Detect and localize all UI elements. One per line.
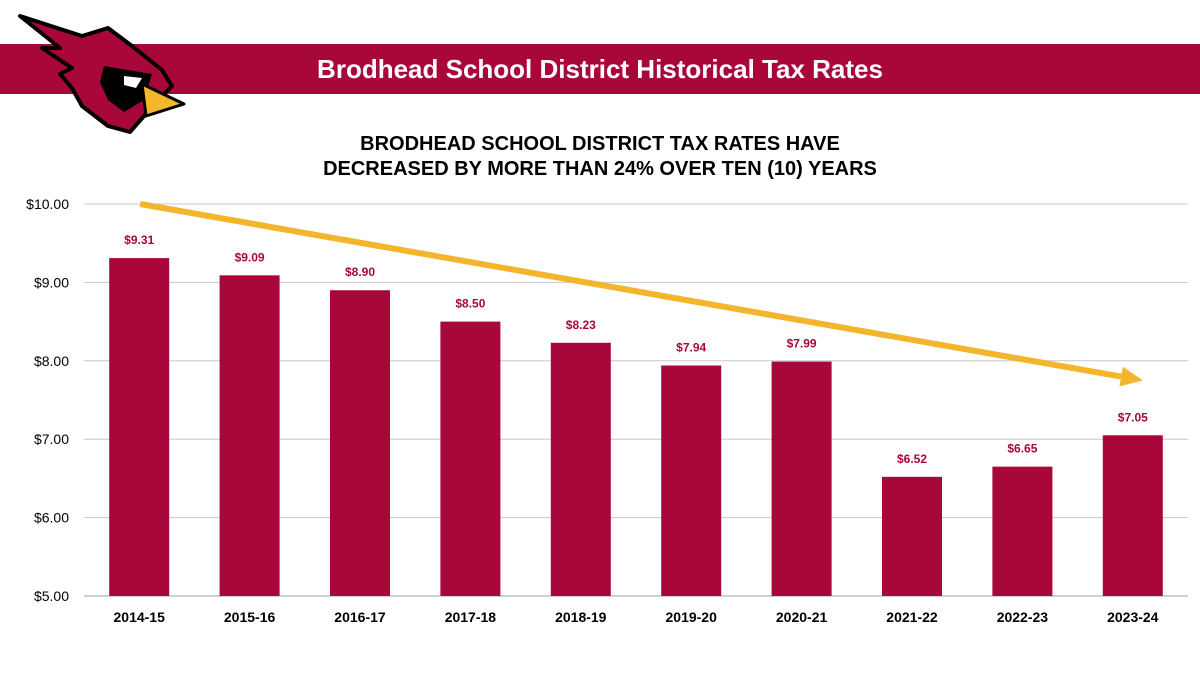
y-tick-label: $10.00 xyxy=(26,196,69,212)
value-label: $9.09 xyxy=(235,250,265,264)
bar xyxy=(882,476,942,596)
bar xyxy=(109,258,170,596)
bar xyxy=(771,361,832,596)
y-tick-label: $6.00 xyxy=(34,510,69,526)
value-label: $7.94 xyxy=(676,341,706,355)
trend-arrow-line xyxy=(139,201,1122,380)
bar xyxy=(550,342,611,596)
chart-title: BRODHEAD SCHOOL DISTRICT TAX RATES HAVE … xyxy=(250,132,950,182)
y-tick-label: $9.00 xyxy=(34,274,69,290)
value-label: $7.99 xyxy=(787,337,817,351)
bar xyxy=(661,365,722,596)
logo-beak xyxy=(140,82,186,118)
x-tick-label: 2014-15 xyxy=(114,609,166,625)
bar xyxy=(330,290,390,596)
y-tick-label: $7.00 xyxy=(34,431,69,447)
x-tick-label: 2020-21 xyxy=(776,609,828,625)
x-tick-label: 2022-23 xyxy=(997,609,1049,625)
x-tick-label: 2021-22 xyxy=(886,609,938,625)
chart-title-line-1: BRODHEAD SCHOOL DISTRICT TAX RATES HAVE xyxy=(360,133,840,155)
y-tick-label: $5.00 xyxy=(34,588,69,604)
bar xyxy=(992,466,1053,596)
value-label: $9.31 xyxy=(124,233,154,247)
logo-mask xyxy=(100,66,152,112)
value-label: $8.23 xyxy=(566,318,596,332)
value-label: $7.05 xyxy=(1118,410,1148,424)
value-label: $6.65 xyxy=(1007,442,1037,456)
cardinal-logo-icon xyxy=(18,14,186,134)
header-banner: Brodhead School District Historical Tax … xyxy=(0,44,1200,94)
logo-eye xyxy=(124,76,142,88)
x-tick-label: 2018-19 xyxy=(555,609,607,625)
x-tick-label: 2017-18 xyxy=(445,609,497,625)
x-tick-label: 2016-17 xyxy=(334,609,386,625)
y-tick-label: $8.00 xyxy=(34,353,69,369)
value-label: $8.50 xyxy=(455,297,485,311)
bar xyxy=(219,275,280,596)
value-label: $8.90 xyxy=(345,265,375,279)
value-label: $6.52 xyxy=(897,452,927,466)
bar xyxy=(1102,435,1163,596)
x-tick-label: 2019-20 xyxy=(666,609,718,625)
chart-title-line-2: DECREASED BY MORE THAN 24% OVER TEN (10)… xyxy=(323,158,877,180)
x-tick-label: 2015-16 xyxy=(224,609,276,625)
x-tick-label: 2023-24 xyxy=(1107,609,1159,625)
trend-arrow-head xyxy=(1119,366,1143,387)
page-title: Brodhead School District Historical Tax … xyxy=(317,54,883,84)
bar xyxy=(440,321,501,596)
